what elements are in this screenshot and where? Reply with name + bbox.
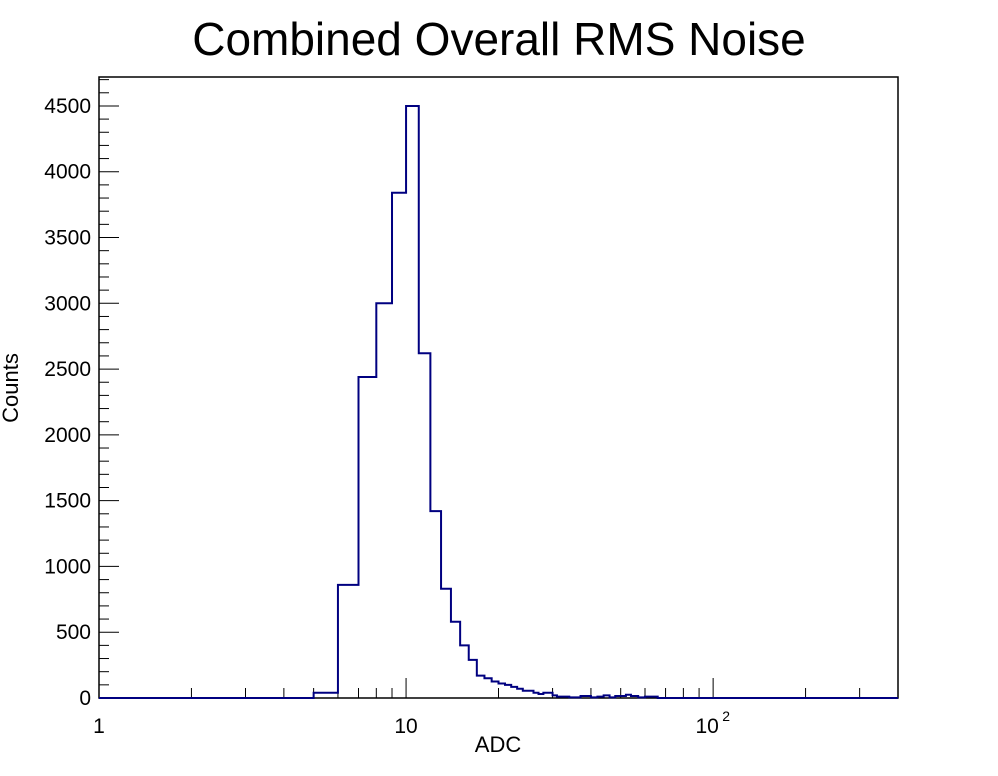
histogram-bin [484,678,491,698]
x-tick-label: 10 [695,715,718,738]
histogram-bin [406,106,419,698]
x-tick-exponent: 2 [722,708,730,724]
plot-frame [98,76,899,699]
x-tick-label: 1 [93,715,105,738]
histogram-bin [469,660,477,698]
histogram-bin [358,377,376,698]
y-tick-label: 500 [56,621,91,644]
histogram-bin [338,585,359,698]
y-tick-label: 4500 [44,95,91,118]
chart-title: Combined Overall RMS Noise [192,13,806,65]
y-tick-label: 1000 [44,555,91,578]
y-tick-label: 2500 [44,358,91,381]
y-tick-label: 1500 [44,490,91,513]
histogram-bin [523,691,534,698]
histogram-bin [460,645,469,698]
y-tick-label: 2000 [44,424,91,447]
y-axis-label: Counts [0,353,23,423]
histogram-outline [99,104,898,699]
histogram-bin [441,589,451,698]
x-tick-label: 10 [394,715,417,738]
x-axis: 1 10 10 2 [93,678,899,738]
y-axis: 0 500 1000 1500 2000 2500 3000 3500 4000 4500 [44,79,119,710]
histogram-bin [477,676,485,698]
histogram-bin [392,193,406,698]
y-tick-label: 4000 [44,161,91,184]
y-tick-label: 3500 [44,227,91,250]
x-axis-label: ADC [475,732,522,757]
y-tick-label: 3000 [44,292,91,315]
histogram-bin [430,511,441,698]
histogram-bin [419,353,431,698]
histogram-bin [376,303,392,698]
histogram-bins [99,104,898,699]
histogram-bin [451,622,460,698]
histogram-bin [492,682,499,698]
y-tick-label: 0 [79,687,91,710]
